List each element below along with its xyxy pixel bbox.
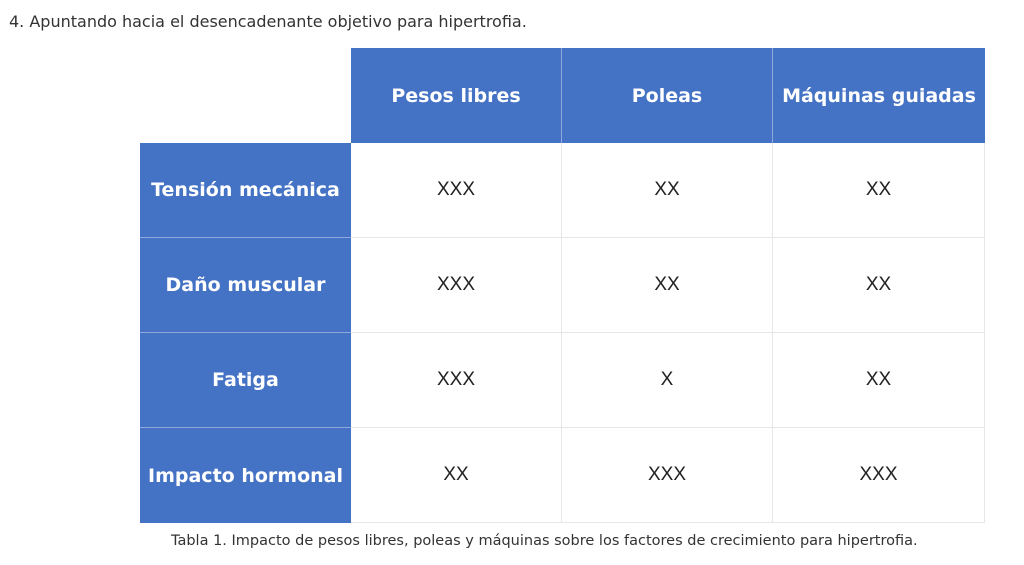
table-cell: X (562, 333, 773, 428)
column-header-maquinas-guiadas: Máquinas guiadas (773, 48, 985, 143)
table-cell: XXX (562, 428, 773, 523)
table-corner (140, 48, 351, 143)
table-cell: XXX (351, 238, 562, 333)
column-header-poleas: Poleas (562, 48, 773, 143)
hypertrophy-table: Pesos libres Poleas Máquinas guiadas Ten… (140, 48, 985, 523)
row-header-tension-mecanica: Tensión mecánica (140, 143, 351, 238)
table-cell: XX (773, 143, 985, 238)
table-cell: XX (773, 333, 985, 428)
table-cell: XXX (351, 333, 562, 428)
table-cell: XXX (773, 428, 985, 523)
section-heading: 4. Apuntando hacia el desencadenante obj… (9, 12, 527, 31)
table-cell: XX (562, 143, 773, 238)
column-header-pesos-libres: Pesos libres (351, 48, 562, 143)
table-cell: XX (562, 238, 773, 333)
table-cell: XXX (351, 143, 562, 238)
row-header-fatiga: Fatiga (140, 333, 351, 428)
row-header-dano-muscular: Daño muscular (140, 238, 351, 333)
row-header-impacto-hormonal: Impacto hormonal (140, 428, 351, 523)
table-cell: XX (773, 238, 985, 333)
table-cell: XX (351, 428, 562, 523)
table-caption: Tabla 1. Impacto de pesos libres, poleas… (171, 533, 918, 549)
